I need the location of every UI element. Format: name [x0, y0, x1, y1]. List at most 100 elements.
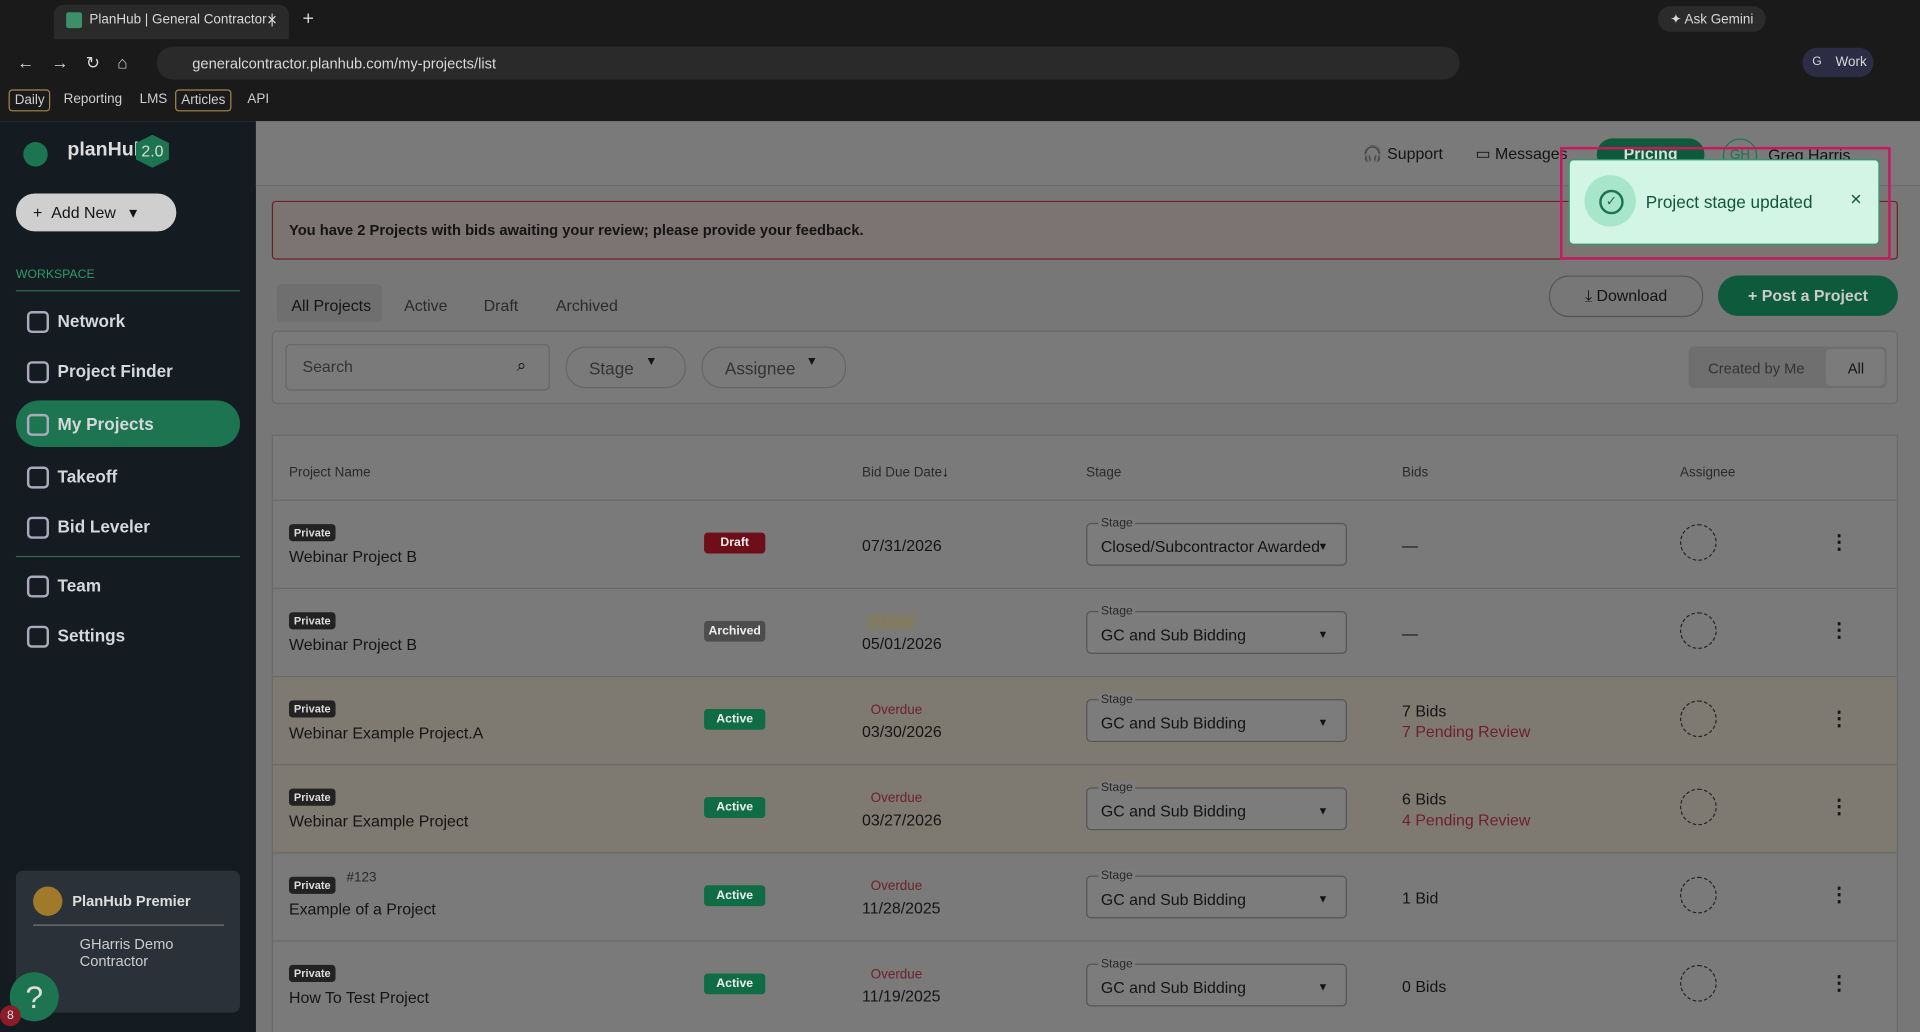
pending-review[interactable]: 4 Pending Review	[1402, 810, 1531, 829]
nav-icon	[26, 466, 49, 489]
add-new-button[interactable]	[15, 193, 177, 232]
row-menu[interactable]: ⋮	[1829, 797, 1849, 818]
row[interactable]	[273, 499, 1897, 588]
assignee-filter[interactable]	[701, 346, 847, 389]
due-note: Overdue	[870, 791, 923, 806]
bids: 6 Bids	[1402, 789, 1447, 809]
collapse-button[interactable]	[23, 142, 48, 167]
download-button[interactable]: ⤓ Download	[1548, 275, 1704, 318]
project-name[interactable]: Webinar Example Project	[288, 811, 469, 831]
column-header[interactable]: Bid Due Date	[862, 465, 943, 481]
stage-label: Stage	[1098, 957, 1136, 972]
bookmark[interactable]: Daily	[8, 89, 51, 112]
nav-item[interactable]: Settings	[16, 612, 240, 659]
nav-item[interactable]: Team	[16, 562, 240, 609]
row[interactable]	[273, 675, 1897, 765]
nav-label: Bid Leveler	[57, 516, 150, 537]
toast-message: Project stage updated	[1645, 192, 1813, 212]
tab[interactable]: Active	[404, 296, 448, 315]
nav-item[interactable]: Network	[16, 298, 240, 345]
assignee-avatar[interactable]	[1680, 612, 1717, 649]
visibility-badge: Private	[288, 788, 336, 806]
assignee-avatar[interactable]	[1680, 524, 1717, 561]
row-menu[interactable]: ⋮	[1829, 973, 1849, 995]
search-box[interactable]	[285, 344, 550, 391]
row[interactable]	[273, 940, 1897, 1028]
toggle-option[interactable]: All	[1847, 360, 1865, 378]
assignee-avatar[interactable]	[1680, 788, 1717, 826]
nav-buttons[interactable]: ←→↻⌂	[17, 52, 145, 73]
tab-favicon	[66, 12, 83, 29]
bids: —	[1402, 536, 1418, 555]
column-header: Project Name	[288, 465, 371, 481]
row[interactable]	[273, 852, 1897, 940]
toggle-option[interactable]: Created by Me	[1708, 360, 1805, 378]
stage-label: Stage	[1098, 516, 1136, 531]
row-menu[interactable]: ⋮	[1829, 708, 1849, 730]
due-date: 03/27/2026	[862, 810, 942, 829]
row[interactable]	[273, 764, 1897, 853]
bookmark[interactable]: Reporting	[63, 91, 123, 107]
bids: 7 Bids	[1402, 701, 1447, 721]
bookmark[interactable]: LMS	[139, 91, 168, 107]
assignee-avatar[interactable]	[1680, 876, 1717, 914]
new-tab[interactable]: +	[302, 8, 314, 30]
url: generalcontractor.planhub.com/my-project…	[192, 55, 497, 73]
visibility-badge: Private	[288, 700, 336, 718]
profile-initial: G	[1812, 55, 1822, 69]
sort-icon[interactable]: ↓	[941, 462, 949, 481]
nav-icon	[26, 516, 49, 539]
toggle-selected	[1825, 348, 1885, 386]
divider	[33, 924, 225, 926]
project-name[interactable]: Webinar Example Project.A	[288, 723, 484, 743]
nav-item[interactable]: My Projects	[15, 400, 241, 447]
row-menu[interactable]: ⋮	[1829, 532, 1849, 554]
row-menu[interactable]: ⋮	[1829, 885, 1849, 907]
stage-filter[interactable]	[565, 346, 686, 389]
bids: 0 Bids	[1402, 977, 1447, 996]
divider	[15, 290, 241, 292]
project-name[interactable]: How To Test Project	[288, 988, 430, 1007]
messages[interactable]: ▭ Messages	[1475, 144, 1568, 163]
column-header: Assignee	[1680, 465, 1736, 481]
nav-icon	[26, 575, 49, 598]
row-menu[interactable]: ⋮	[1829, 620, 1849, 642]
row[interactable]	[273, 587, 1897, 676]
post-project-button[interactable]: + Post a Project	[1717, 275, 1898, 316]
project-number: #123	[346, 870, 377, 886]
status-badge: Draft	[704, 532, 766, 554]
tab-close[interactable]: ×	[266, 9, 277, 30]
add-new-text: Add New	[51, 203, 116, 222]
nav-item[interactable]: Project Finder	[16, 348, 240, 395]
bookmark[interactable]: API	[247, 91, 270, 107]
address-bar[interactable]	[156, 46, 1460, 80]
assignee-avatar[interactable]	[1680, 700, 1717, 738]
nav-item[interactable]: Takeoff	[16, 453, 240, 500]
stage-select[interactable]	[1086, 522, 1347, 566]
stage-label: Stage	[1098, 869, 1136, 883]
project-name[interactable]: Webinar Project B	[288, 547, 417, 566]
tab[interactable]: Draft	[483, 296, 519, 315]
nav-item[interactable]: Bid Leveler	[16, 503, 240, 550]
stage-value: GC and Sub Bidding	[1100, 978, 1246, 997]
stage-caret: ▼	[1317, 540, 1329, 553]
support[interactable]: 🎧 Support	[1362, 144, 1443, 163]
ask-gemini[interactable]: ✦ Ask Gemini	[1657, 6, 1766, 32]
tab[interactable]	[53, 4, 289, 40]
profile-name: Work	[1835, 55, 1867, 70]
stage-caret: ▼	[1317, 716, 1329, 729]
tab-active-bg	[276, 284, 383, 323]
due-note: Overdue	[870, 879, 923, 894]
tab[interactable]: All Projects	[291, 296, 372, 315]
bookmark[interactable]: Articles	[175, 89, 232, 112]
due-date: 07/31/2026	[862, 536, 942, 555]
project-name[interactable]: Webinar Project B	[288, 635, 417, 654]
assignee-avatar[interactable]	[1680, 964, 1717, 1002]
tab[interactable]: Archived	[555, 296, 618, 315]
project-name[interactable]: Example of a Project	[288, 900, 436, 919]
profile[interactable]	[1802, 47, 1874, 78]
toast-close[interactable]: ×	[1850, 189, 1862, 211]
pending-review[interactable]: 7 Pending Review	[1402, 722, 1531, 741]
toast-icon: ✓	[1599, 189, 1624, 215]
